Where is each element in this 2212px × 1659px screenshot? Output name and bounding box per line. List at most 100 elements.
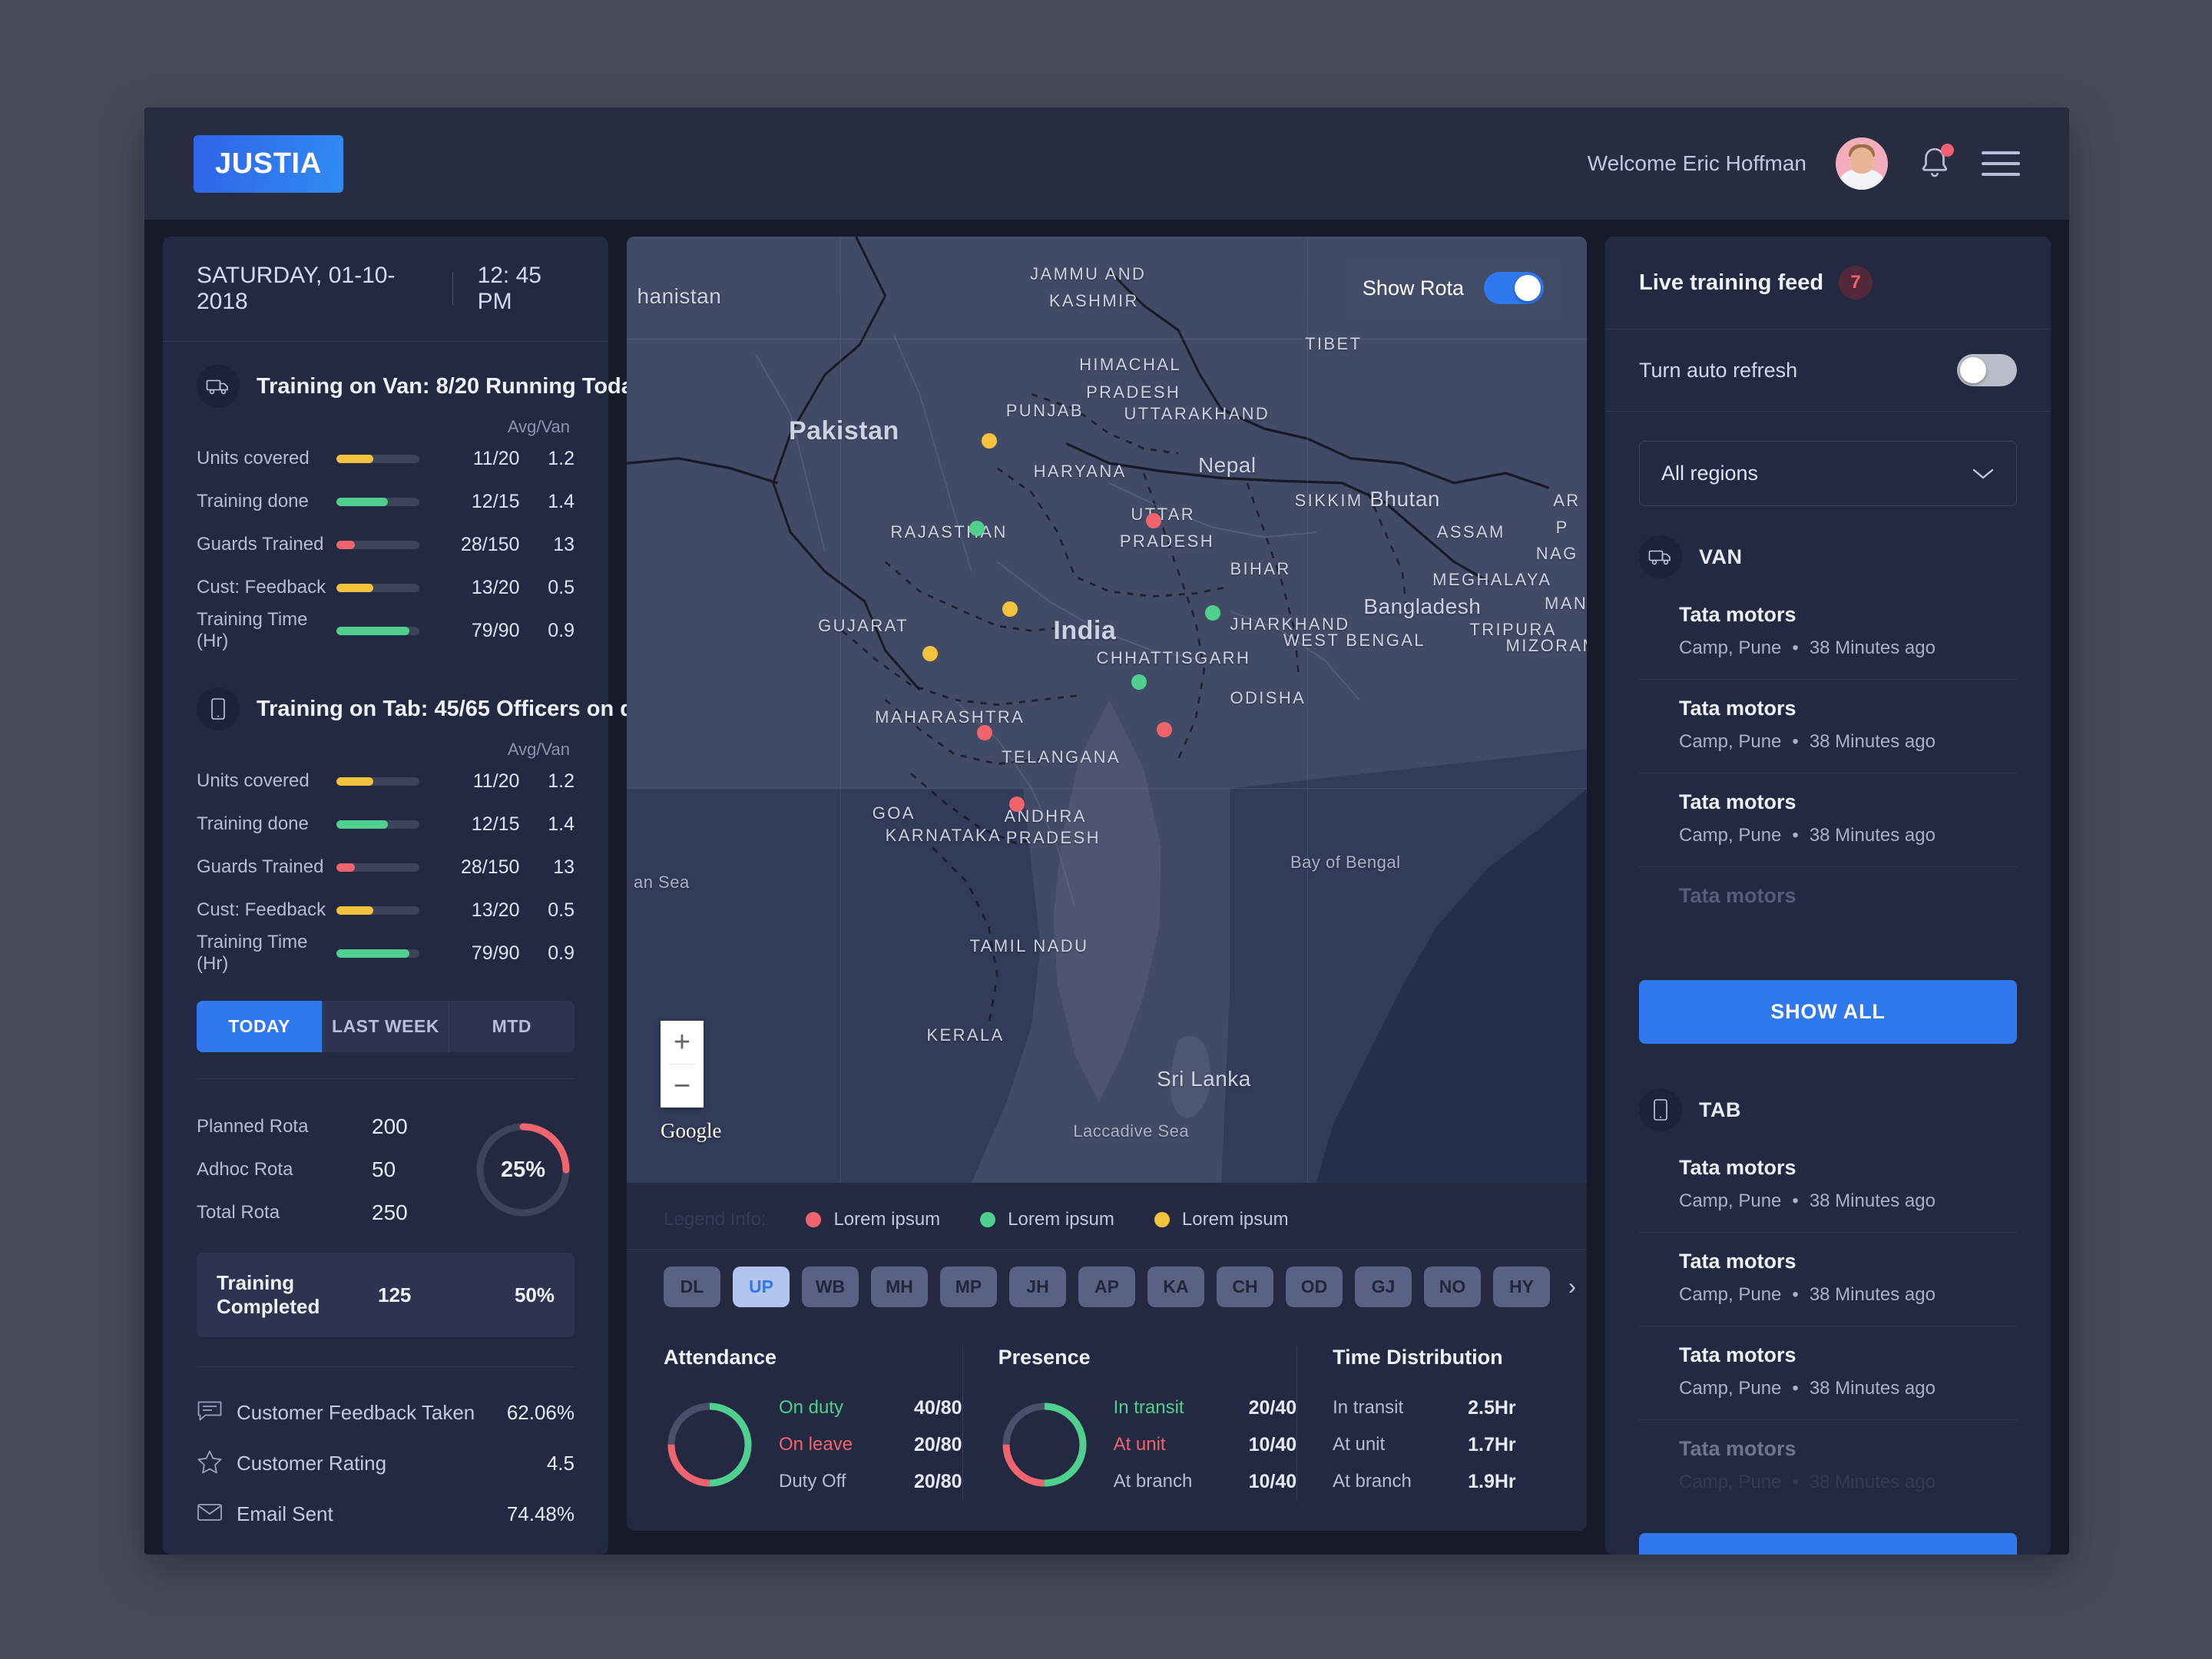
stat-row: On leave 20/80	[779, 1426, 962, 1463]
metric-label: Cust: Feedback	[197, 899, 326, 920]
rota-value: 200	[372, 1114, 408, 1138]
rota-row: Adhoc Rota 50	[197, 1148, 472, 1191]
zoom-in-button[interactable]: +	[661, 1021, 704, 1064]
date-time-bar: SATURDAY, 01-10-2018 12: 45 PM	[163, 237, 608, 342]
van-training-section-header: Training on Van: 8/20 Running Today	[197, 342, 646, 417]
state-chip-gj[interactable]: GJ	[1355, 1267, 1412, 1307]
training-completed-label: Training Completed	[217, 1271, 320, 1318]
state-chip-wb[interactable]: WB	[802, 1267, 859, 1307]
stat-row: In transit 2.5Hr	[1333, 1389, 1550, 1426]
map-pin[interactable]	[982, 432, 998, 449]
presence-title: Presence	[998, 1346, 1091, 1369]
presence-body: In transit 20/40 At unit 10/40 At branch 10/4…	[998, 1389, 1296, 1500]
feed-item-time: 38 Minutes ago	[1809, 1472, 1936, 1492]
footer-stat-row: Email Sent 74.48%	[197, 1488, 575, 1539]
map-pin[interactable]	[1009, 796, 1025, 813]
state-chip-ka[interactable]: KA	[1147, 1267, 1204, 1307]
attendance-title: Attendance	[664, 1346, 777, 1369]
switch-knob	[1960, 357, 1986, 383]
hamburger-line	[1982, 151, 2020, 154]
state-chip-no[interactable]: NO	[1424, 1267, 1481, 1307]
current-time: 12: 45 PM	[477, 263, 541, 314]
show-rota-toggle-group[interactable]: Show Rota	[1345, 258, 1561, 318]
map-container[interactable]: hanistan Pakistan JAMMU AND KASHMIR HIMACHAL…	[627, 237, 1587, 1183]
zoom-out-button[interactable]: −	[661, 1065, 704, 1108]
metric-progress-bar	[336, 454, 420, 463]
left-panel: SATURDAY, 01-10-2018 12: 45 PM	[163, 237, 667, 1555]
stat-row: On duty 40/80	[779, 1389, 962, 1426]
map-pin[interactable]	[969, 520, 985, 536]
auto-refresh-switch[interactable]	[1957, 354, 2017, 386]
footer-stat-label: Email Sent	[237, 1502, 333, 1525]
footer-stat-row: Customer Rating 4.5	[197, 1438, 575, 1488]
period-tab-mtd[interactable]: MTD	[448, 1001, 575, 1052]
tab-show-all-button[interactable]: SHOW ALL	[1639, 1533, 2017, 1555]
show-rota-switch[interactable]	[1484, 272, 1544, 304]
tab-training-section-header: Training on Tab: 45/65 Officers on duty	[197, 652, 667, 740]
metric-label: Training Time (Hr)	[197, 932, 308, 974]
state-chip-jh[interactable]: JH	[1009, 1267, 1066, 1307]
state-chip-od[interactable]: OD	[1286, 1267, 1343, 1307]
map-pin[interactable]	[1205, 605, 1221, 621]
notification-bell-button[interactable]	[1917, 144, 1954, 184]
state-chip-dl[interactable]: DL	[664, 1267, 720, 1307]
van-show-all-button[interactable]: SHOW ALL	[1639, 980, 2017, 1044]
chevron-right-icon[interactable]: ›	[1568, 1273, 1576, 1300]
stat-label: At unit	[1113, 1434, 1166, 1455]
state-chip-mp[interactable]: MP	[940, 1267, 997, 1307]
feed-item-meta: Camp, Pune • 38 Minutes ago	[1679, 1284, 2017, 1306]
state-chip-ch[interactable]: CH	[1217, 1267, 1273, 1307]
live-feed-header: Live training feed 7	[1605, 237, 2051, 329]
map-pin[interactable]	[1131, 674, 1147, 690]
state-chip-ap[interactable]: AP	[1078, 1267, 1135, 1307]
legend-row: Legend Info: Lorem ipsum Lorem ipsum Lorem…	[627, 1183, 1587, 1249]
metric-label: Cust: Feedback	[197, 577, 326, 598]
rota-value: 50	[372, 1157, 396, 1181]
avatar[interactable]	[1836, 137, 1888, 190]
footer-stat-row: Customer Feedback Taken 62.06%	[197, 1387, 575, 1438]
map-pin[interactable]	[1002, 601, 1018, 618]
footer-stat-label: Customer Rating	[237, 1451, 387, 1475]
state-chip-up[interactable]: UP	[733, 1267, 790, 1307]
legend-title: Legend Info:	[664, 1209, 767, 1230]
separator-dot: •	[1792, 637, 1799, 658]
state-chip-mh[interactable]: MH	[871, 1267, 928, 1307]
separator-dot: •	[1792, 825, 1799, 846]
hamburger-menu-icon[interactable]	[1982, 151, 2020, 176]
feed-item[interactable]: Tata motors Camp, Pune•38 Minutes ago	[1639, 1233, 2017, 1326]
legend-item: Lorem ipsum	[806, 1209, 940, 1230]
metric-progress-bar	[336, 540, 420, 549]
van-feed-title: VAN	[1699, 545, 1743, 568]
map-pin[interactable]	[922, 645, 938, 661]
comment-icon	[197, 1399, 237, 1426]
region-select[interactable]: All regions	[1639, 441, 2017, 506]
map-pin[interactable]	[976, 724, 992, 740]
metric-average: 0.5	[548, 576, 575, 598]
map-pin[interactable]	[1145, 512, 1161, 528]
feed-item-name: Tata motors	[1679, 1250, 1796, 1273]
rota-label: Adhoc Rota	[197, 1159, 293, 1180]
stat-label: On leave	[779, 1434, 853, 1455]
attendance-body: On duty 40/80 On leave 20/80 Duty Off 20/80	[664, 1389, 962, 1500]
period-tab-last-week[interactable]: LAST WEEK	[322, 1001, 448, 1052]
feed-item-place: Camp, Pune	[1679, 731, 1782, 752]
app-logo[interactable]: JUSTIA	[194, 134, 343, 193]
envelope-icon	[197, 1502, 237, 1526]
auto-refresh-label: Turn auto refresh	[1639, 358, 1798, 382]
van-feed-header: VAN	[1639, 514, 2017, 586]
map-zoom-controls[interactable]: + −	[661, 1021, 704, 1108]
feed-item[interactable]: Tata motors Camp, Pune•38 Minutes ago	[1639, 1420, 2017, 1513]
period-tab-today[interactable]: TODAY	[197, 1001, 323, 1052]
feed-item-meta: Camp, Pune • 38 Minutes ago	[1679, 1472, 2017, 1493]
stat-label: At branch	[1333, 1471, 1412, 1492]
map-pin[interactable]	[1157, 721, 1173, 737]
state-chip-hy[interactable]: HY	[1493, 1267, 1550, 1307]
metric-value: 13/20	[471, 576, 520, 598]
feed-item-name: Tata motors	[1679, 1437, 1796, 1460]
